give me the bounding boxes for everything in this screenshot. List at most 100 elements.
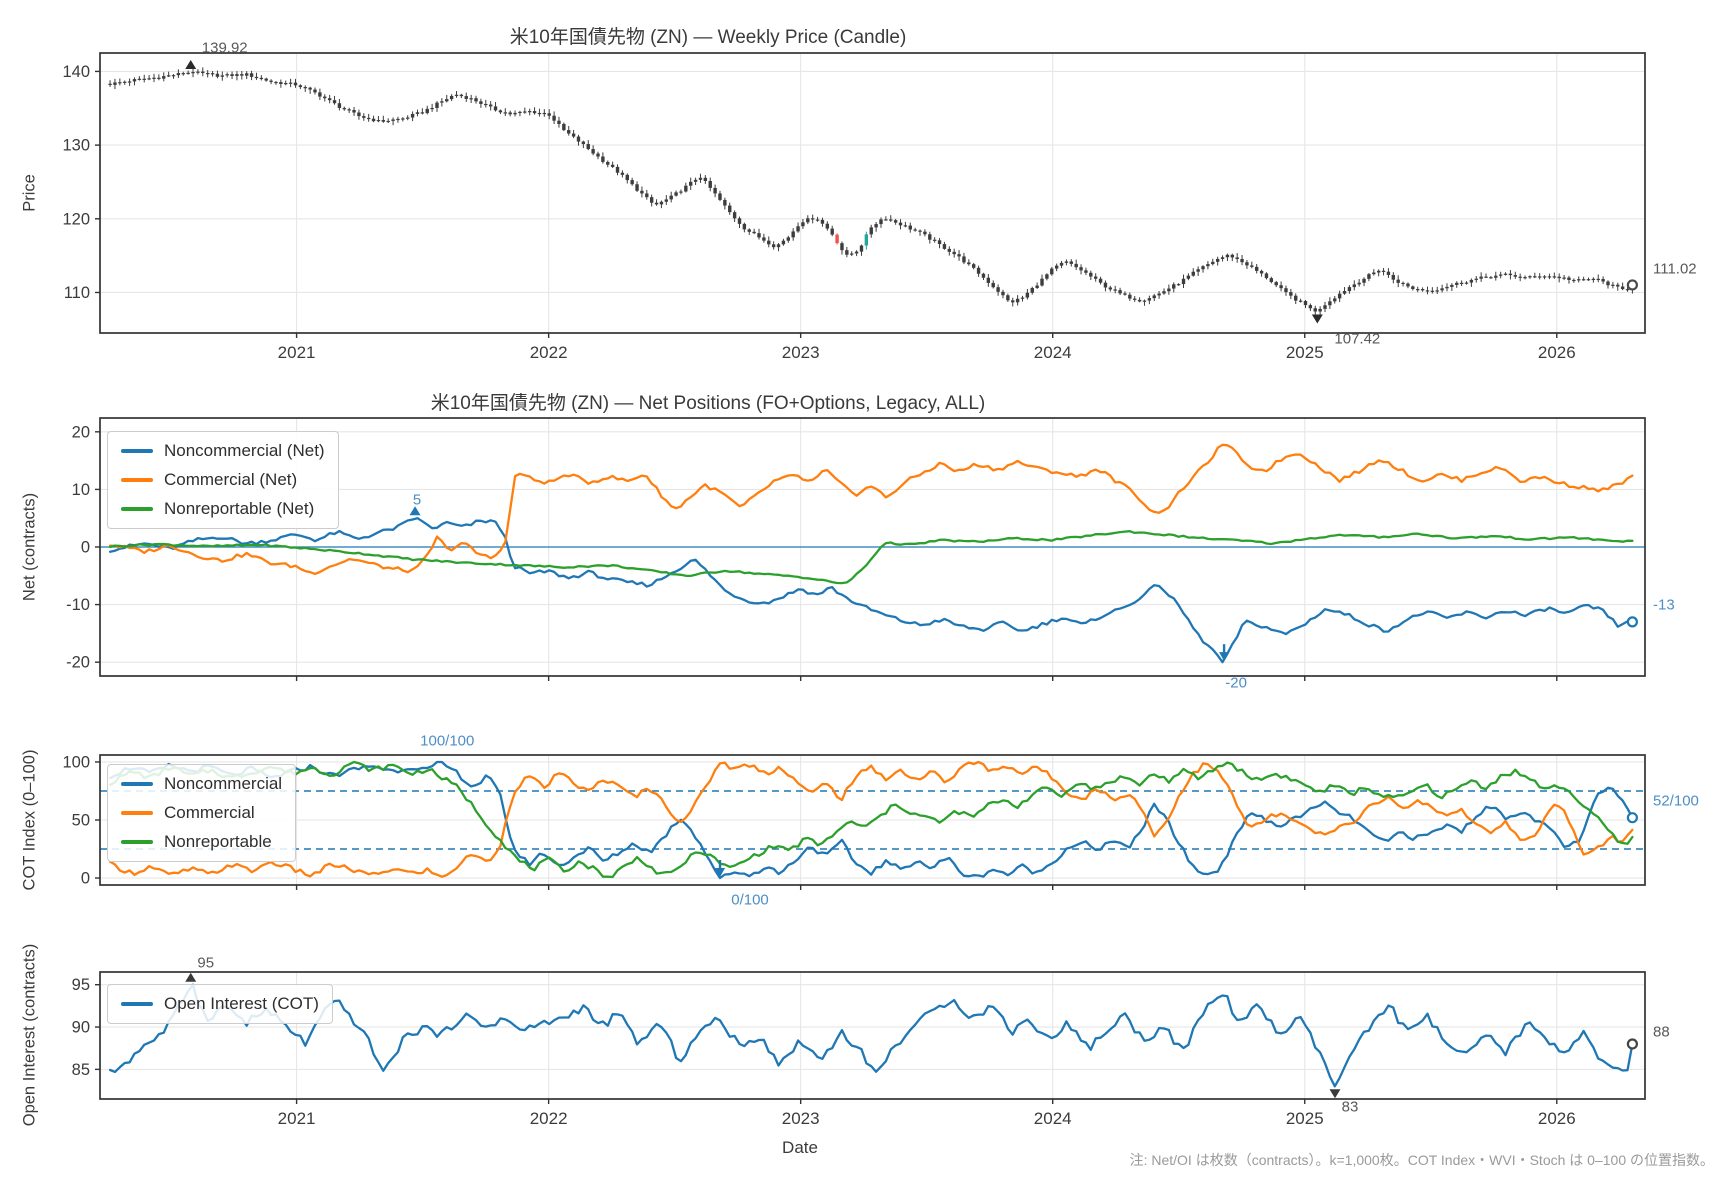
price-chart-title: 米10年国債先物 (ZN) — Weekly Price (Candle) [509, 27, 907, 48]
candle-body [1215, 258, 1220, 262]
candle-body [1430, 290, 1435, 292]
trough-marker-icon [1311, 314, 1323, 324]
legend-line-icon [121, 811, 153, 815]
candle-body [1015, 298, 1020, 303]
legend-item-nonreportable: Nonreportable [121, 832, 282, 852]
y-tick-label: 90 [72, 1019, 90, 1037]
candle-body [1176, 284, 1181, 286]
legend-label: Noncommercial (Net) [164, 441, 325, 460]
candle-body [1279, 285, 1283, 289]
candle-body [903, 225, 908, 227]
x-tick-label: 2024 [1034, 343, 1072, 362]
candle-body [401, 118, 405, 120]
candle-body [366, 117, 371, 120]
y-tick-label: -20 [66, 654, 90, 672]
candle-body [932, 239, 937, 241]
candle-body [1401, 282, 1405, 285]
footnote: 注: Net/OI は枚数（contracts）。k=1,000枚。COT In… [1129, 1152, 1714, 1168]
candle-body [620, 172, 625, 175]
axes-frame [99, 52, 1646, 334]
candle-body [142, 78, 146, 80]
candle-body [337, 103, 342, 108]
candle-body [1133, 298, 1137, 300]
legend-label: Commercial [164, 803, 255, 822]
candle-body [396, 118, 400, 121]
candle-body [776, 244, 781, 248]
candle-body [923, 231, 927, 235]
x-tick-label: 2023 [782, 1109, 820, 1128]
candle-body [786, 237, 790, 241]
candle-body [127, 81, 132, 83]
candle-body [767, 240, 771, 245]
legend: Noncommercial Commercial Nonreportable [107, 764, 297, 862]
candle-body [1264, 273, 1269, 279]
candle-body [684, 185, 688, 192]
axes-frame [99, 971, 1646, 1100]
candle-body [1245, 262, 1249, 266]
arrow-down-icon [1219, 652, 1230, 662]
candle-body [547, 113, 551, 116]
candle-body [274, 81, 278, 84]
candle-body [1040, 278, 1044, 286]
candle-body [1196, 269, 1200, 272]
series-line [108, 760, 1634, 879]
candle-body [1054, 265, 1059, 269]
candle-body [869, 227, 873, 235]
candle-body [542, 112, 547, 115]
candle-body [1308, 305, 1313, 309]
candle-body [1586, 279, 1591, 281]
candle-body [884, 219, 888, 221]
candle-body [523, 111, 527, 113]
legend-label: Nonreportable (Net) [164, 499, 315, 518]
annotation-107-42: 107.42 [1334, 330, 1381, 348]
candle-body [527, 111, 532, 113]
candle-body [606, 161, 610, 165]
candle-body [1328, 301, 1332, 306]
candle-body [723, 199, 727, 206]
candle-body [630, 180, 634, 185]
candle-body [132, 79, 137, 82]
candle-body [796, 226, 800, 232]
candle-body [371, 118, 376, 122]
x-tick-label: 2022 [530, 1109, 568, 1128]
candle-body [1294, 295, 1298, 301]
candle-body [225, 74, 229, 76]
candle-body [879, 219, 883, 225]
candle-body [318, 92, 322, 97]
candle-body [1303, 301, 1308, 306]
candle-body [1381, 270, 1386, 272]
candle-body [1469, 279, 1474, 283]
candle-body [1284, 288, 1288, 293]
candle-body [640, 190, 644, 194]
y-tick-label: 100 [62, 753, 90, 771]
candle-body [1606, 281, 1610, 286]
candle-body [220, 75, 225, 77]
candle-body [591, 149, 595, 154]
candle-body [601, 156, 605, 162]
trough-marker-icon [1329, 1089, 1341, 1099]
annotation-52-100: 52/100 [1653, 792, 1699, 810]
candle-body [581, 141, 586, 145]
y-tick-label: 20 [72, 423, 90, 441]
candle-body [1152, 295, 1156, 299]
candle-body [210, 73, 215, 75]
last-point-marker [1626, 1038, 1638, 1050]
legend-line-icon [121, 478, 153, 482]
candle-body [679, 191, 683, 193]
candle-body [1059, 262, 1064, 266]
arrow-down-icon [715, 868, 726, 878]
candle-body [1498, 274, 1503, 276]
y-tick-label: 130 [62, 137, 90, 155]
candle-body [1552, 276, 1557, 278]
candle-body [835, 234, 839, 244]
candle-body [1254, 266, 1259, 271]
legend-item-open-interest-cot-: Open Interest (COT) [121, 994, 319, 1014]
candle-body [615, 166, 620, 173]
candle-body [1455, 282, 1459, 285]
y-tick-label: 0 [81, 870, 90, 888]
candle-body [1445, 286, 1449, 289]
candle-body [1567, 277, 1571, 280]
candle-body [1596, 278, 1600, 281]
candle-body [610, 164, 615, 167]
candle-body [1547, 276, 1552, 278]
